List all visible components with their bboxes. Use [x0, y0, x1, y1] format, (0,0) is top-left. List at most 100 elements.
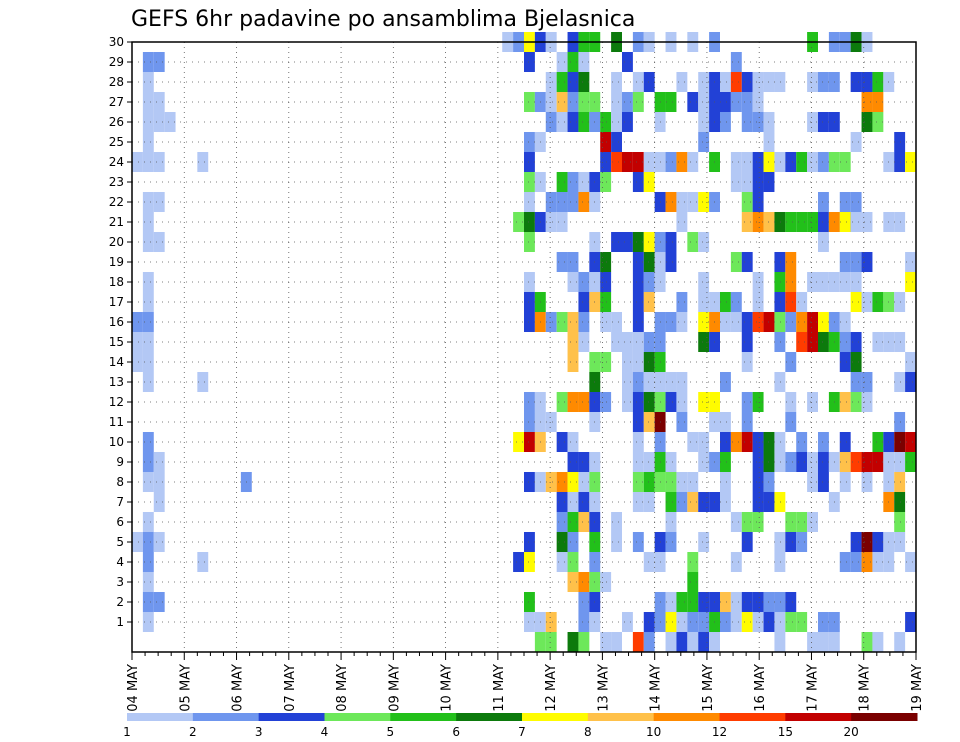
heatmap-cell — [741, 72, 753, 92]
heatmap-cell — [665, 532, 677, 552]
heatmap-cell — [578, 472, 590, 492]
heatmap-cell — [622, 332, 633, 352]
heatmap-cell — [665, 192, 677, 212]
heatmap-cell — [752, 452, 764, 472]
x-tick-label: 10 MAY — [440, 664, 455, 712]
heatmap-cell — [796, 332, 808, 352]
heatmap-cell — [578, 592, 590, 612]
colorbar-label: 2 — [189, 725, 197, 739]
heatmap-cell — [741, 172, 753, 192]
heatmap-cell — [720, 412, 731, 432]
y-tick-label: 23 — [109, 175, 124, 189]
heatmap-cell — [153, 532, 165, 552]
heatmap-cell — [730, 512, 742, 532]
heatmap-cell — [567, 172, 579, 192]
heatmap-cell — [632, 352, 644, 372]
heatmap-cell — [556, 252, 568, 272]
heatmap-cell — [567, 272, 579, 292]
heatmap-cell — [752, 112, 764, 132]
heatmap-cell — [567, 92, 579, 112]
heatmap-cell — [774, 432, 786, 452]
heatmap-cell — [643, 352, 655, 372]
heatmap-cell — [556, 532, 568, 552]
colorbar-swatch — [390, 713, 457, 721]
heatmap-cell — [730, 552, 742, 572]
heatmap-cell — [752, 172, 764, 192]
heatmap-cell — [872, 632, 884, 652]
heatmap-cell — [894, 432, 906, 452]
heatmap-cell — [197, 552, 209, 572]
heatmap-cell — [632, 372, 644, 392]
heatmap-cell — [785, 592, 797, 612]
heatmap-cell — [611, 312, 622, 332]
y-tick-label: 2 — [116, 595, 124, 609]
heatmap-cell — [730, 172, 742, 192]
heatmap-cell — [861, 252, 873, 272]
heatmap-cell — [578, 572, 590, 592]
heatmap-cell — [142, 212, 154, 232]
heatmap-cell — [850, 292, 862, 312]
heatmap-cell — [861, 72, 873, 92]
heatmap-cell — [818, 612, 829, 632]
heatmap-cell — [665, 452, 677, 472]
heatmap-cell — [534, 632, 546, 652]
heatmap-cell — [698, 332, 710, 352]
y-tick-label: 30 — [109, 35, 124, 49]
y-tick-label: 19 — [109, 255, 124, 269]
heatmap-cell — [142, 532, 154, 552]
heatmap-cell — [611, 632, 622, 652]
heatmap-cell — [839, 212, 851, 232]
heatmap-cell — [556, 432, 568, 452]
heatmap-cell — [142, 112, 154, 132]
heatmap-cell — [643, 472, 655, 492]
heatmap-cell — [665, 92, 677, 112]
colorbar-swatch — [324, 713, 391, 721]
heatmap-cell — [600, 292, 612, 312]
heatmap-cell — [807, 272, 818, 292]
heatmap-cell — [839, 272, 851, 292]
heatmap-cell — [850, 452, 862, 472]
heatmap-cell — [578, 292, 590, 312]
heatmap-cell — [872, 552, 884, 572]
heatmap-cell — [524, 292, 535, 312]
y-tick-label: 20 — [109, 235, 124, 249]
heatmap-cell — [861, 532, 873, 552]
heatmap-cell — [600, 352, 612, 372]
heatmap-cell — [600, 112, 612, 132]
heatmap-cell — [153, 112, 165, 132]
heatmap-cell — [687, 92, 699, 112]
heatmap-cell — [687, 492, 699, 512]
heatmap-cell — [632, 492, 644, 512]
heatmap-cell — [698, 192, 710, 212]
heatmap-cell — [643, 232, 655, 252]
y-tick-label: 3 — [116, 575, 124, 589]
heatmap-cell — [142, 572, 154, 592]
heatmap-cell — [142, 512, 154, 532]
heatmap-cell — [861, 472, 873, 492]
heatmap-cell — [611, 112, 622, 132]
heatmap-cell — [665, 312, 677, 332]
heatmap-cell — [698, 532, 710, 552]
heatmap-cell — [632, 232, 644, 252]
heatmap-cell — [600, 272, 612, 292]
heatmap-cell — [567, 52, 579, 72]
heatmap-cell — [861, 92, 873, 112]
heatmap-cell — [643, 172, 655, 192]
heatmap-cell — [861, 552, 873, 572]
colorbar-label: 8 — [584, 725, 592, 739]
heatmap-cell — [807, 152, 818, 172]
heatmap-cell — [611, 72, 622, 92]
heatmap-cell — [872, 532, 884, 552]
heatmap-cell — [687, 472, 699, 492]
heatmap-cell — [142, 472, 154, 492]
heatmap-cell — [730, 312, 742, 332]
heatmap-cell — [632, 472, 644, 492]
heatmap-cell — [687, 432, 699, 452]
heatmap-cell — [752, 92, 764, 112]
heatmap-cell — [861, 392, 873, 412]
heatmap-cell — [807, 332, 818, 352]
heatmap-cell — [752, 432, 764, 452]
heatmap-cell — [698, 292, 710, 312]
heatmap-cell — [643, 632, 655, 652]
colorbar-swatch — [785, 713, 852, 721]
